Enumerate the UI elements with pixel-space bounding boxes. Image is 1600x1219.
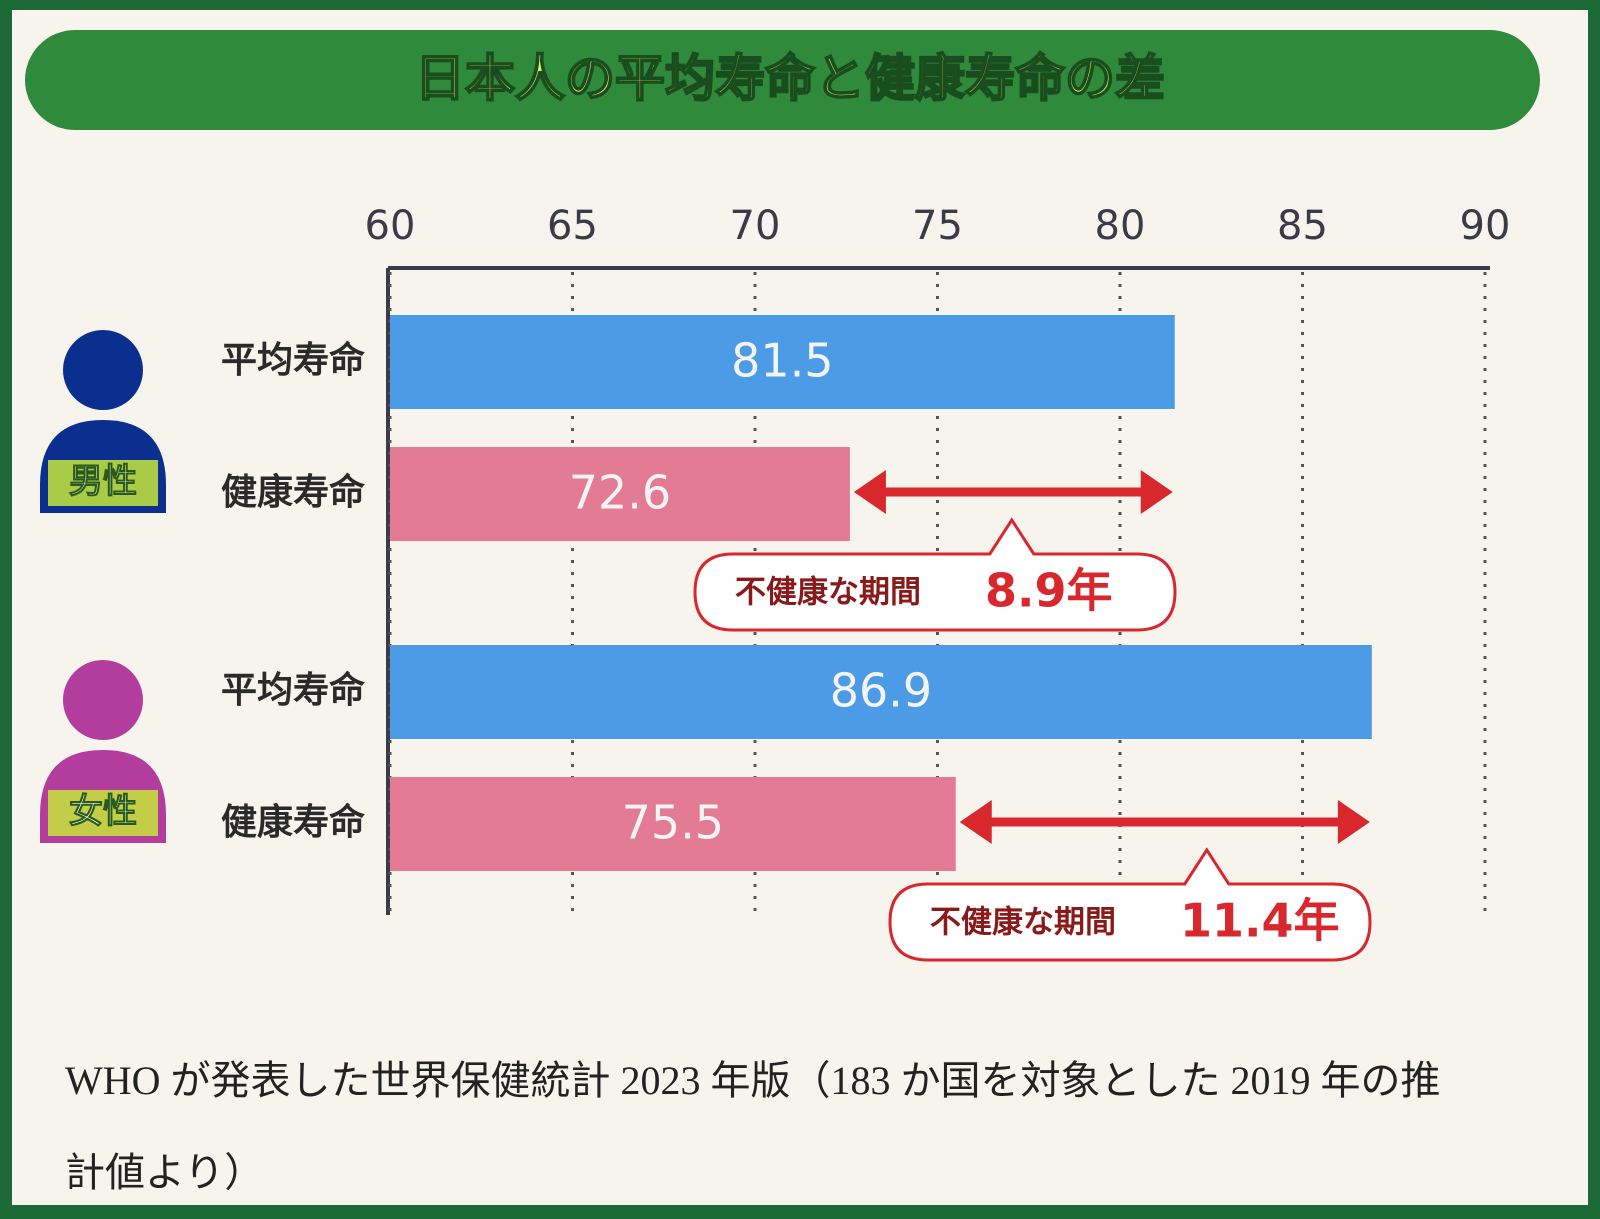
data-label: 72.6 xyxy=(569,466,671,520)
callout-label: 不健康な期間 xyxy=(930,905,1116,941)
arrowhead xyxy=(853,470,886,514)
x-tick-label: 90 xyxy=(1460,203,1511,249)
data-label: 81.5 xyxy=(731,334,833,388)
callout-label: 不健康な期間 xyxy=(735,575,921,611)
data-label: 75.5 xyxy=(622,796,724,850)
x-tick-label: 80 xyxy=(1095,203,1146,249)
callout-value: 8.9年 xyxy=(985,564,1113,618)
callout xyxy=(888,847,1372,962)
arrowhead xyxy=(959,800,992,844)
x-tick-label: 75 xyxy=(912,203,963,249)
group-label: 男性 xyxy=(69,462,137,502)
bar-category-label: 健康寿命 xyxy=(221,471,365,513)
bar xyxy=(390,777,956,871)
bar-category-label: 平均寿命 xyxy=(221,339,365,381)
x-tick-label: 60 xyxy=(365,203,416,249)
bar xyxy=(390,315,1175,409)
x-tick-label: 70 xyxy=(730,203,781,249)
group-label: 女性 xyxy=(69,792,137,832)
group-label-bg xyxy=(48,790,158,836)
data-label: 86.9 xyxy=(830,664,932,718)
bar xyxy=(390,645,1372,739)
person-head xyxy=(63,660,143,740)
callout-value: 11.4年 xyxy=(1180,894,1340,948)
bar-category-label: 平均寿命 xyxy=(221,669,365,711)
arrowhead xyxy=(1337,800,1370,844)
bar-category-label: 健康寿命 xyxy=(221,801,365,843)
footnote: WHO が発表した世界保健統計 2023 年版（183 か国を対象とした 201… xyxy=(65,1058,1441,1195)
arrowhead xyxy=(1140,470,1173,514)
person-head xyxy=(63,330,143,410)
x-tick-label: 65 xyxy=(547,203,598,249)
bar xyxy=(390,447,850,541)
callout xyxy=(693,517,1177,632)
title-banner xyxy=(25,30,1540,130)
x-tick-label: 85 xyxy=(1277,203,1328,249)
group-label-bg xyxy=(48,460,158,506)
chart-title: 日本人の平均寿命と健康寿命の差 xyxy=(415,50,1165,108)
